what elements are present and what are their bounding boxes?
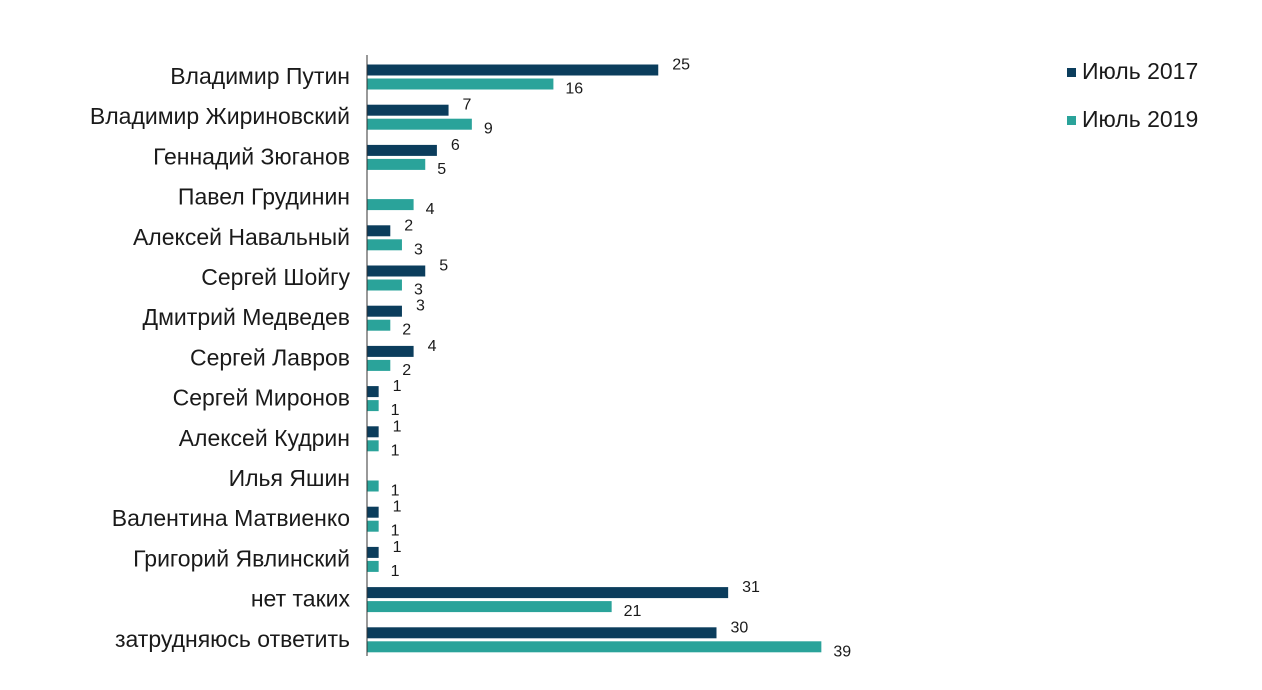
bar-9-series-0 <box>367 426 379 438</box>
bar-12-series-1 <box>367 560 379 572</box>
value-label-10-series-1: 1 <box>391 483 400 500</box>
category-label-3: Павел Грудинин <box>178 184 350 210</box>
value-label-0-series-1: 16 <box>565 81 583 98</box>
value-label-14-series-1: 39 <box>833 643 851 660</box>
category-label-0: Владимир Путин <box>170 63 350 89</box>
value-label-1-series-1: 9 <box>484 121 493 138</box>
value-label-12-series-1: 1 <box>391 563 400 580</box>
category-label-5: Сергей Шойгу <box>201 264 350 290</box>
legend-swatch-1 <box>1067 116 1076 125</box>
bar-2-series-1 <box>367 158 426 170</box>
legend-swatch-0 <box>1067 68 1076 77</box>
value-label-5-series-1: 3 <box>414 282 423 299</box>
category-label-11: Валентина Матвиенко <box>112 505 350 531</box>
bar-7-series-0 <box>367 345 414 357</box>
bar-10-series-1 <box>367 480 379 492</box>
bar-8-series-0 <box>367 386 379 398</box>
value-label-0-series-0: 25 <box>672 57 690 74</box>
category-label-4: Алексей Навальный <box>133 224 350 250</box>
bar-4-series-1 <box>367 239 402 251</box>
value-label-13-series-0: 31 <box>742 579 760 596</box>
bar-12-series-0 <box>367 546 379 558</box>
bar-6-series-1 <box>367 319 391 331</box>
bar-6-series-0 <box>367 305 402 317</box>
value-label-3-series-1: 4 <box>426 201 435 218</box>
bar-5-series-1 <box>367 279 402 291</box>
category-label-12: Григорий Явлинский <box>133 545 350 571</box>
bar-8-series-1 <box>367 400 379 412</box>
bar-14-series-0 <box>367 627 717 639</box>
value-label-1-series-0: 7 <box>463 97 472 114</box>
value-label-12-series-0: 1 <box>393 539 402 556</box>
value-label-7-series-0: 4 <box>428 338 437 355</box>
legend: Июль 2017 Июль 2019 <box>1067 58 1198 132</box>
bar-7-series-1 <box>367 359 391 371</box>
bar-13-series-0 <box>367 587 729 599</box>
bar-11-series-1 <box>367 520 379 532</box>
category-label-13: нет таких <box>251 586 351 612</box>
bar-13-series-1 <box>367 601 612 613</box>
bar-0-series-1 <box>367 78 554 90</box>
bar-4-series-0 <box>367 225 391 237</box>
value-label-4-series-1: 3 <box>414 241 423 258</box>
category-label-9: Алексей Кудрин <box>179 425 350 451</box>
value-label-14-series-0: 30 <box>731 619 749 636</box>
value-label-8-series-0: 1 <box>393 378 402 395</box>
category-label-6: Дмитрий Медведев <box>143 304 350 330</box>
value-label-6-series-0: 3 <box>416 298 425 315</box>
value-label-4-series-0: 2 <box>404 217 413 234</box>
bar-3-series-1 <box>367 199 414 211</box>
category-label-8: Сергей Миронов <box>173 385 350 411</box>
value-label-2-series-0: 6 <box>451 137 460 154</box>
value-label-11-series-0: 1 <box>393 499 402 516</box>
bar-9-series-1 <box>367 440 379 452</box>
bar-0-series-0 <box>367 64 659 76</box>
category-label-14: затрудняюсь ответить <box>115 626 350 652</box>
legend-label-1: Июль 2019 <box>1082 106 1198 132</box>
bars-group <box>367 64 822 653</box>
category-label-1: Владимир Жириновский <box>90 103 350 129</box>
category-label-10: Илья Яшин <box>229 465 350 491</box>
bar-1-series-0 <box>367 104 449 116</box>
bar-2-series-0 <box>367 144 437 156</box>
legend-label-0: Июль 2017 <box>1082 58 1198 84</box>
value-label-13-series-1: 21 <box>624 603 642 620</box>
bar-1-series-1 <box>367 118 472 130</box>
category-label-2: Геннадий Зюганов <box>153 143 350 169</box>
value-label-7-series-1: 2 <box>402 362 411 379</box>
category-labels: Владимир Путин Владимир Жириновский Геннад… <box>90 63 351 652</box>
bar-14-series-1 <box>367 641 822 653</box>
value-label-9-series-0: 1 <box>393 418 402 435</box>
bar-5-series-0 <box>367 265 426 277</box>
value-label-5-series-0: 5 <box>439 258 448 275</box>
value-label-11-series-1: 1 <box>391 523 400 540</box>
bar-11-series-0 <box>367 506 379 518</box>
value-label-8-series-1: 1 <box>391 402 400 419</box>
value-label-9-series-1: 1 <box>391 442 400 459</box>
value-label-6-series-1: 2 <box>402 322 411 339</box>
category-label-7: Сергей Лавров <box>190 344 350 370</box>
value-label-2-series-1: 5 <box>437 161 446 178</box>
